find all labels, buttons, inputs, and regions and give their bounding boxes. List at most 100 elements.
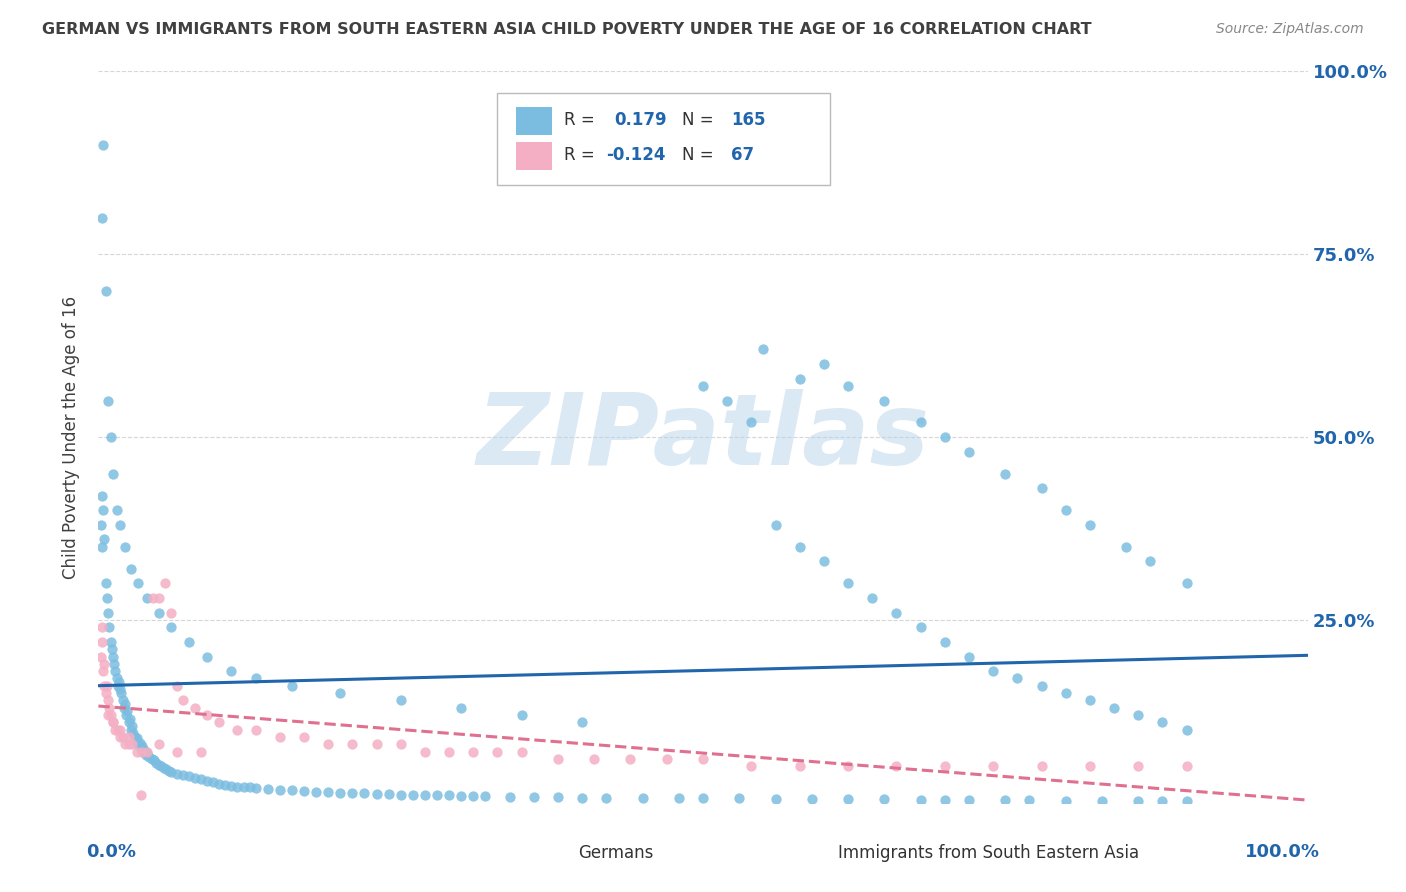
Point (463, 745, 485, 759)
Point (118, 737, 141, 751)
Point (208, 777, 231, 791)
Point (510, 708, 533, 723)
Point (692, 379, 714, 393)
Point (100, 635, 122, 649)
Point (202, 775, 225, 789)
Point (127, 576, 149, 591)
Point (118, 730, 141, 744)
Point (789, 371, 811, 385)
Point (353, 786, 375, 800)
Text: 165: 165 (731, 112, 765, 129)
Point (118, 712, 141, 726)
Text: N =: N = (682, 112, 714, 129)
Point (910, 416, 932, 430)
Point (389, 788, 412, 802)
Point (329, 686, 352, 700)
Point (486, 745, 509, 759)
Point (437, 745, 460, 759)
Point (131, 745, 153, 759)
Point (389, 737, 412, 751)
Point (981, 664, 1004, 678)
Point (668, 791, 690, 805)
Point (957, 649, 980, 664)
Text: R =: R = (564, 112, 595, 129)
Point (450, 789, 472, 804)
Point (245, 781, 267, 796)
Point (595, 790, 617, 805)
Point (104, 723, 127, 737)
Point (377, 787, 399, 801)
Point (957, 793, 980, 807)
Point (160, 606, 183, 620)
Point (143, 753, 166, 767)
Point (103, 657, 125, 671)
Point (190, 772, 212, 787)
Point (121, 737, 143, 751)
Point (117, 705, 139, 719)
Point (269, 782, 291, 797)
Bar (793, 831, 830, 856)
Point (1031, 759, 1053, 773)
Point (127, 745, 149, 759)
Point (281, 679, 304, 693)
Point (97, 693, 120, 707)
Point (1128, 708, 1150, 723)
Point (93, 657, 115, 671)
Point (1115, 540, 1137, 554)
Point (413, 745, 436, 759)
Bar (516, 107, 551, 135)
Text: 0.0%: 0.0% (86, 843, 136, 861)
Point (195, 649, 218, 664)
Text: 100.0%: 100.0% (1244, 843, 1320, 861)
Point (105, 672, 128, 686)
Point (134, 743, 156, 757)
Point (148, 737, 170, 751)
Point (148, 757, 170, 772)
Point (329, 786, 352, 800)
Point (138, 750, 160, 764)
Point (108, 682, 131, 697)
Point (118, 715, 141, 730)
Point (221, 779, 243, 793)
Point (1102, 700, 1125, 714)
Point (910, 793, 932, 807)
Point (124, 730, 146, 744)
Point (166, 766, 188, 780)
Bar (534, 831, 569, 856)
Point (934, 635, 956, 649)
Point (1139, 554, 1161, 568)
Point (114, 737, 136, 751)
Point (120, 723, 142, 737)
Point (692, 791, 714, 805)
Point (934, 793, 956, 807)
Point (366, 787, 388, 801)
Point (547, 789, 569, 804)
Point (413, 789, 436, 803)
Point (510, 745, 533, 759)
Point (91, 489, 114, 503)
Point (1175, 794, 1198, 808)
Point (1175, 723, 1198, 737)
Point (120, 562, 142, 576)
Point (93, 533, 115, 547)
Point (450, 700, 472, 714)
Point (152, 761, 174, 775)
Point (813, 554, 835, 568)
Point (184, 700, 207, 714)
Point (172, 768, 194, 782)
Point (94, 576, 117, 591)
Y-axis label: Child Poverty Under the Age of 16: Child Poverty Under the Age of 16 (62, 295, 80, 579)
Point (631, 790, 654, 805)
Point (800, 792, 823, 806)
Point (93, 679, 115, 693)
Point (1152, 794, 1174, 808)
Point (101, 649, 124, 664)
Text: Immigrants from South Eastern Asia: Immigrants from South Eastern Asia (838, 844, 1139, 862)
Point (1007, 672, 1029, 686)
Point (316, 785, 339, 799)
Point (886, 606, 908, 620)
Point (96, 591, 118, 605)
Point (91, 540, 114, 554)
Point (474, 789, 496, 804)
Point (101, 467, 124, 481)
